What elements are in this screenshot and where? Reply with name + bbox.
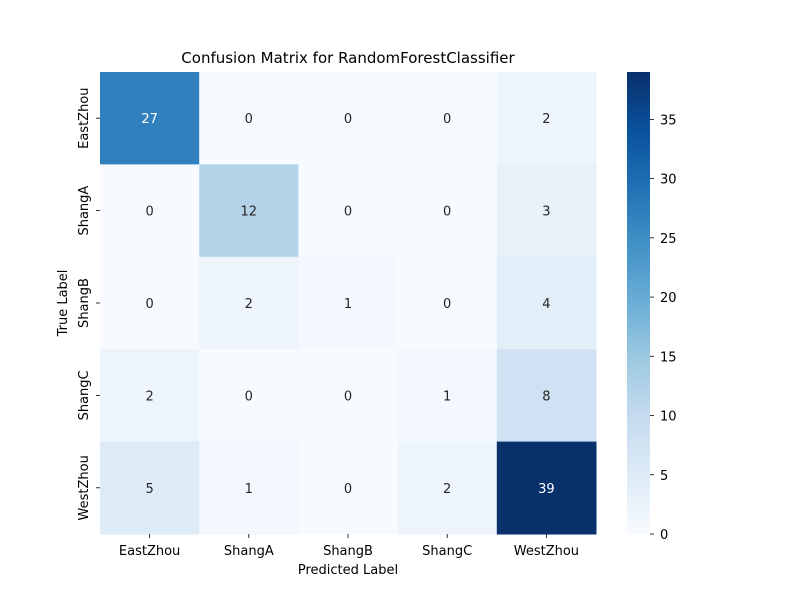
cell-value-label: 5 [145, 482, 153, 497]
heatmap-cell [100, 164, 200, 258]
heatmap-cell [496, 72, 597, 165]
colorbar-tick-label: 35 [660, 113, 677, 128]
heatmap-cell [496, 441, 597, 535]
cell-value-label: 0 [145, 297, 153, 312]
cell-value-label: 2 [542, 112, 550, 127]
colorbar-ticks: 0 5 10 15 20 25 30 35 [650, 113, 677, 543]
x-tick-label: WestZhou [514, 544, 579, 559]
cell-value-label: 3 [542, 205, 550, 220]
cell-value-label: 1 [245, 482, 253, 497]
colorbar-tick-label: 0 [660, 528, 668, 543]
x-tick-label: EastZhou [119, 544, 180, 559]
heatmap-cell [397, 164, 498, 258]
colorbar [627, 72, 650, 534]
heatmap-cell [100, 256, 200, 350]
heatmap-cell [298, 256, 399, 350]
cell-value-label: 12 [241, 205, 258, 220]
heatmap-cell [397, 256, 498, 350]
cell-value-label: 0 [245, 112, 253, 127]
cell-value-label: 2 [443, 482, 451, 497]
heatmap-cell [496, 349, 597, 443]
heatmap-cell [199, 164, 299, 258]
cell-value-label: 2 [145, 389, 153, 404]
cell-value-label: 0 [145, 205, 153, 220]
cell-value-label: 0 [344, 389, 352, 404]
cell-value-label: 1 [443, 389, 451, 404]
y-axis-label: True Label [56, 270, 71, 338]
x-tick-label: ShangB [323, 544, 373, 559]
cell-value-label: 4 [542, 297, 550, 312]
heatmap-cell [100, 349, 200, 443]
cell-value-label: 0 [245, 389, 253, 404]
heatmap-cell [199, 349, 299, 443]
heatmap-cells: 27 0 0 0 2 0 12 0 0 3 0 2 1 0 4 2 0 0 1 8 5 1 0 2 39 [100, 72, 597, 535]
cell-value-label: 0 [443, 205, 451, 220]
y-tick-label: ShangC [77, 370, 92, 420]
heatmap-cell [199, 256, 299, 350]
heatmap-cell [298, 441, 399, 535]
cell-value-label: 2 [245, 297, 253, 312]
heatmap-cell [496, 164, 597, 258]
heatmap-cell [199, 441, 299, 535]
heatmap-cell [100, 441, 200, 535]
y-axis-ticks: EastZhou ShangA ShangB ShangC WestZhou [77, 88, 100, 520]
heatmap-cell [397, 349, 498, 443]
cell-value-label: 0 [344, 482, 352, 497]
heatmap-cell [397, 441, 498, 535]
cell-value-label: 0 [443, 112, 451, 127]
heatmap-cell [496, 256, 597, 350]
chart-title: Confusion Matrix for RandomForestClassif… [181, 49, 515, 67]
y-tick-label: ShangA [77, 186, 92, 236]
colorbar-tick-label: 20 [660, 291, 677, 306]
cell-value-label: 0 [344, 205, 352, 220]
cell-value-label: 27 [141, 112, 158, 127]
cell-value-label: 0 [443, 297, 451, 312]
colorbar-tick-label: 10 [660, 410, 677, 425]
heatmap-cell [397, 72, 498, 165]
colorbar-tick-label: 15 [660, 350, 677, 365]
cell-value-label: 0 [344, 112, 352, 127]
x-tick-label: ShangA [224, 544, 274, 559]
heatmap-cell [298, 164, 399, 258]
colorbar-tick-label: 25 [660, 232, 677, 247]
heatmap-cell [100, 72, 200, 165]
x-axis-label: Predicted Label [298, 563, 398, 578]
y-tick-label: WestZhou [77, 455, 92, 520]
heatmap-cell [298, 349, 399, 443]
colorbar-tick-label: 30 [660, 173, 677, 188]
heatmap-cell [199, 72, 299, 165]
y-tick-label: ShangB [77, 278, 92, 328]
colorbar-tick-label: 5 [660, 469, 668, 484]
x-axis-ticks: EastZhou ShangA ShangB ShangC WestZhou [119, 534, 579, 559]
cell-value-label: 39 [538, 482, 555, 497]
heatmap-cell [298, 72, 399, 165]
cell-value-label: 8 [542, 389, 550, 404]
cell-value-label: 1 [344, 297, 352, 312]
y-tick-label: EastZhou [77, 88, 92, 149]
x-tick-label: ShangC [422, 544, 472, 559]
